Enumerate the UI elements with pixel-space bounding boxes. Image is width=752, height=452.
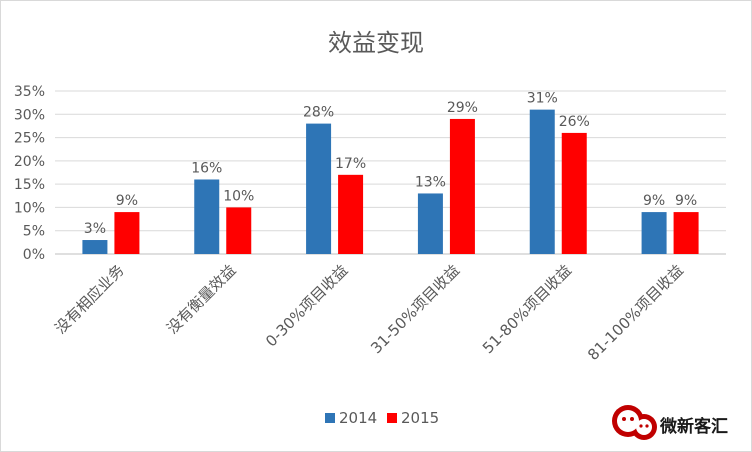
data-label: 16% xyxy=(191,160,222,176)
category-label: 没有相应业务 xyxy=(51,261,127,337)
legend-label: 2014 xyxy=(339,409,377,427)
category-label: 81-100%项目收益 xyxy=(584,261,687,364)
watermark: 微新客汇 xyxy=(612,405,728,440)
legend-swatch xyxy=(387,413,397,423)
data-label: 9% xyxy=(675,193,697,209)
y-tick-label: 5% xyxy=(23,224,45,240)
data-label: 17% xyxy=(335,156,366,172)
bar-2015 xyxy=(561,132,587,254)
y-tick-label: 15% xyxy=(14,177,45,193)
watermark-text: 微新客汇 xyxy=(659,416,728,437)
legend-swatch xyxy=(325,413,335,423)
data-label: 13% xyxy=(415,174,446,190)
bar-2014 xyxy=(417,193,443,254)
bar-2014 xyxy=(306,123,332,254)
y-tick-label: 30% xyxy=(14,107,45,123)
y-tick-label: 35% xyxy=(14,84,45,100)
bar-2015 xyxy=(114,212,140,254)
bar-2015 xyxy=(226,207,252,254)
y-tick-label: 25% xyxy=(14,131,45,147)
bars xyxy=(82,109,699,254)
bar-2014 xyxy=(529,109,555,254)
category-label: 0-30%项目收益 xyxy=(262,261,351,350)
bar-2014 xyxy=(641,212,667,254)
y-tick-label: 0% xyxy=(23,247,45,263)
gridlines xyxy=(55,90,726,255)
category-label: 31-50%项目收益 xyxy=(367,261,463,357)
y-tick-label: 20% xyxy=(14,154,45,170)
legend-label: 2015 xyxy=(401,409,439,427)
bar-2014 xyxy=(82,240,108,254)
data-label: 29% xyxy=(447,100,478,116)
data-label: 9% xyxy=(643,193,665,209)
legend: 2014 2015 xyxy=(325,409,439,427)
data-labels: 3% 9% 16%10% 28% 17% 13% 29% 31%26% 9% 9% xyxy=(84,91,697,237)
bar-2015 xyxy=(449,118,475,254)
data-label: 31% xyxy=(527,91,558,107)
data-label: 28% xyxy=(303,105,334,121)
data-label: 26% xyxy=(559,114,590,130)
wechat-logo-icon xyxy=(612,405,657,440)
y-axis-ticks: 0% 5% 10% 15% 20% 25% 30% 35% xyxy=(14,84,45,263)
bar-2015 xyxy=(673,212,699,254)
data-label: 10% xyxy=(223,188,254,204)
category-label: 没有衡量效益 xyxy=(163,261,239,337)
bar-2014 xyxy=(194,179,220,254)
y-tick-label: 10% xyxy=(14,200,45,216)
bar-2015 xyxy=(338,174,364,254)
category-labels: 没有相应业务 没有衡量效益 0-30%项目收益 31-50%项目收益 51-80%项目收… xyxy=(51,261,687,364)
category-label: 51-80%项目收益 xyxy=(479,261,575,357)
data-label: 3% xyxy=(84,221,106,237)
chart-title: 效益变现 xyxy=(328,29,424,57)
data-label: 9% xyxy=(116,193,138,209)
